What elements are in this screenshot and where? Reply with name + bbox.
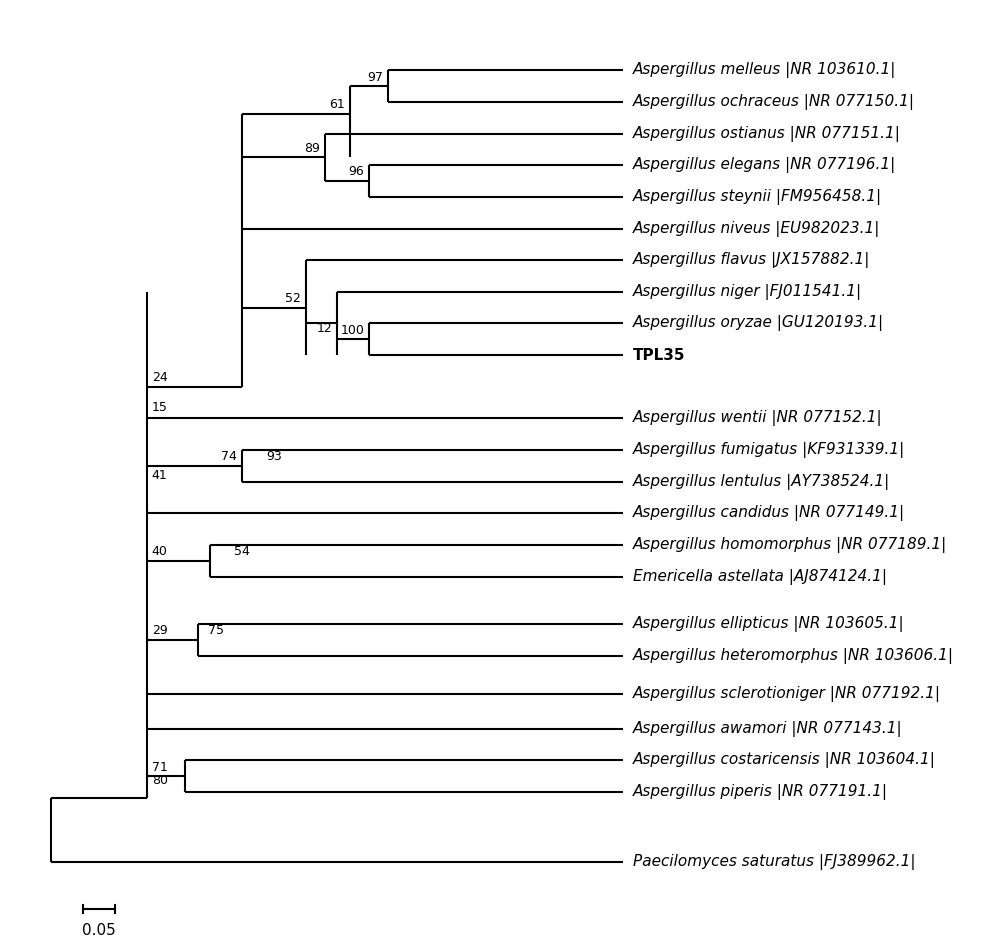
Text: Aspergillus sclerotioniger |NR 077192.1|: Aspergillus sclerotioniger |NR 077192.1| bbox=[633, 686, 941, 702]
Text: Aspergillus piperis |NR 077191.1|: Aspergillus piperis |NR 077191.1| bbox=[633, 784, 888, 800]
Text: Aspergillus heteromorphus |NR 103606.1|: Aspergillus heteromorphus |NR 103606.1| bbox=[633, 648, 954, 663]
Text: 96: 96 bbox=[348, 165, 364, 178]
Text: 61: 61 bbox=[329, 99, 345, 111]
Text: 71: 71 bbox=[152, 760, 168, 773]
Text: Aspergillus niveus |EU982023.1|: Aspergillus niveus |EU982023.1| bbox=[633, 220, 880, 236]
Text: Aspergillus melleus |NR 103610.1|: Aspergillus melleus |NR 103610.1| bbox=[633, 63, 896, 78]
Text: Aspergillus costaricensis |NR 103604.1|: Aspergillus costaricensis |NR 103604.1| bbox=[633, 753, 936, 769]
Text: TPL35: TPL35 bbox=[633, 347, 685, 363]
Text: Aspergillus ochraceus |NR 077150.1|: Aspergillus ochraceus |NR 077150.1| bbox=[633, 94, 915, 110]
Text: Aspergillus fumigatus |KF931339.1|: Aspergillus fumigatus |KF931339.1| bbox=[633, 442, 905, 458]
Text: Aspergillus lentulus |AY738524.1|: Aspergillus lentulus |AY738524.1| bbox=[633, 474, 890, 490]
Text: 41: 41 bbox=[152, 469, 168, 482]
Text: Aspergillus flavus |JX157882.1|: Aspergillus flavus |JX157882.1| bbox=[633, 252, 870, 269]
Text: Aspergillus wentii |NR 077152.1|: Aspergillus wentii |NR 077152.1| bbox=[633, 410, 883, 426]
Text: 89: 89 bbox=[304, 141, 320, 155]
Text: 75: 75 bbox=[208, 624, 224, 638]
Text: 100: 100 bbox=[340, 324, 364, 337]
Text: 93: 93 bbox=[266, 451, 282, 463]
Text: 12: 12 bbox=[317, 322, 332, 335]
Text: Aspergillus homomorphus |NR 077189.1|: Aspergillus homomorphus |NR 077189.1| bbox=[633, 537, 947, 553]
Text: 24: 24 bbox=[152, 371, 168, 384]
Text: 0.05: 0.05 bbox=[82, 923, 116, 939]
Text: 29: 29 bbox=[152, 624, 168, 638]
Text: Aspergillus steynii |FM956458.1|: Aspergillus steynii |FM956458.1| bbox=[633, 189, 882, 205]
Text: Aspergillus niger |FJ011541.1|: Aspergillus niger |FJ011541.1| bbox=[633, 284, 862, 300]
Text: Aspergillus elegans |NR 077196.1|: Aspergillus elegans |NR 077196.1| bbox=[633, 158, 896, 174]
Text: Aspergillus ellipticus |NR 103605.1|: Aspergillus ellipticus |NR 103605.1| bbox=[633, 616, 905, 632]
Text: Aspergillus ostianus |NR 077151.1|: Aspergillus ostianus |NR 077151.1| bbox=[633, 125, 901, 141]
Text: Aspergillus awamori |NR 077143.1|: Aspergillus awamori |NR 077143.1| bbox=[633, 720, 903, 736]
Text: Paecilomyces saturatus |FJ389962.1|: Paecilomyces saturatus |FJ389962.1| bbox=[633, 853, 915, 869]
Text: 52: 52 bbox=[285, 292, 301, 306]
Text: Aspergillus oryzae |GU120193.1|: Aspergillus oryzae |GU120193.1| bbox=[633, 315, 884, 331]
Text: Aspergillus candidus |NR 077149.1|: Aspergillus candidus |NR 077149.1| bbox=[633, 506, 905, 521]
Text: 97: 97 bbox=[367, 70, 383, 84]
Text: Emericella astellata |AJ874124.1|: Emericella astellata |AJ874124.1| bbox=[633, 568, 887, 585]
Text: 15: 15 bbox=[152, 400, 168, 414]
Text: 54: 54 bbox=[234, 546, 250, 558]
Text: 80: 80 bbox=[152, 774, 168, 787]
Text: 40: 40 bbox=[152, 546, 168, 558]
Text: 74: 74 bbox=[221, 451, 237, 463]
